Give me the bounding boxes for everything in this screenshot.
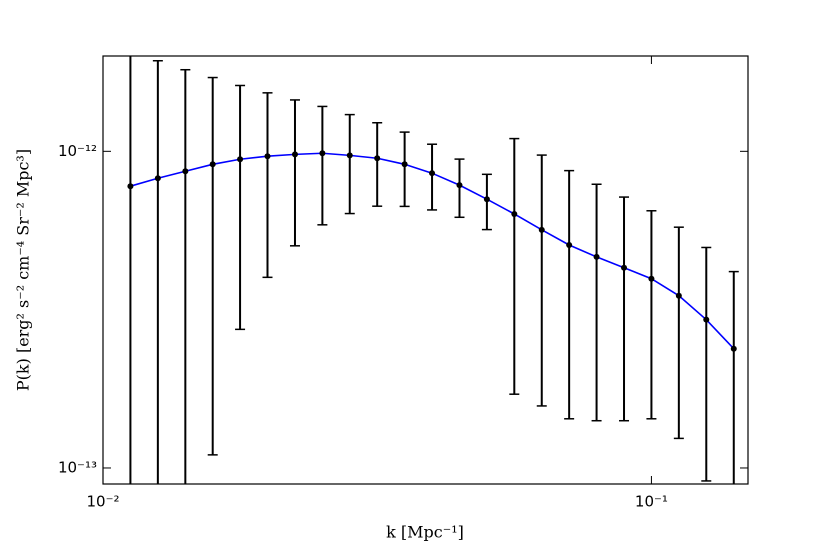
point <box>730 345 737 352</box>
y-axis-label: P(k) [erg² s⁻² cm⁻⁴ Sr⁻² Mpc³] <box>14 149 33 391</box>
point <box>703 316 710 323</box>
point <box>237 156 244 163</box>
y-tick-label: 10⁻¹³ <box>58 458 97 476</box>
point <box>401 161 408 168</box>
point <box>127 183 134 190</box>
y-tick-label: 10⁻¹² <box>58 142 97 160</box>
point <box>209 161 216 168</box>
point <box>319 150 326 157</box>
point <box>566 242 573 249</box>
x-tick-label: 10⁻¹ <box>635 493 668 511</box>
point <box>648 275 655 282</box>
x-axis-label: k [Mpc⁻¹] <box>386 523 464 542</box>
point <box>374 155 381 162</box>
x-tick-label: 10⁻² <box>86 493 119 511</box>
point <box>346 152 353 159</box>
plot-frame <box>102 55 749 485</box>
point <box>538 226 545 233</box>
point <box>511 210 518 217</box>
point <box>675 292 682 299</box>
plot-area <box>127 56 739 484</box>
point <box>593 253 600 260</box>
point <box>483 196 490 203</box>
point <box>264 153 271 160</box>
point <box>621 264 628 271</box>
point <box>429 170 436 177</box>
point <box>154 175 161 182</box>
point <box>291 151 298 158</box>
point <box>182 168 189 175</box>
point <box>456 182 463 189</box>
